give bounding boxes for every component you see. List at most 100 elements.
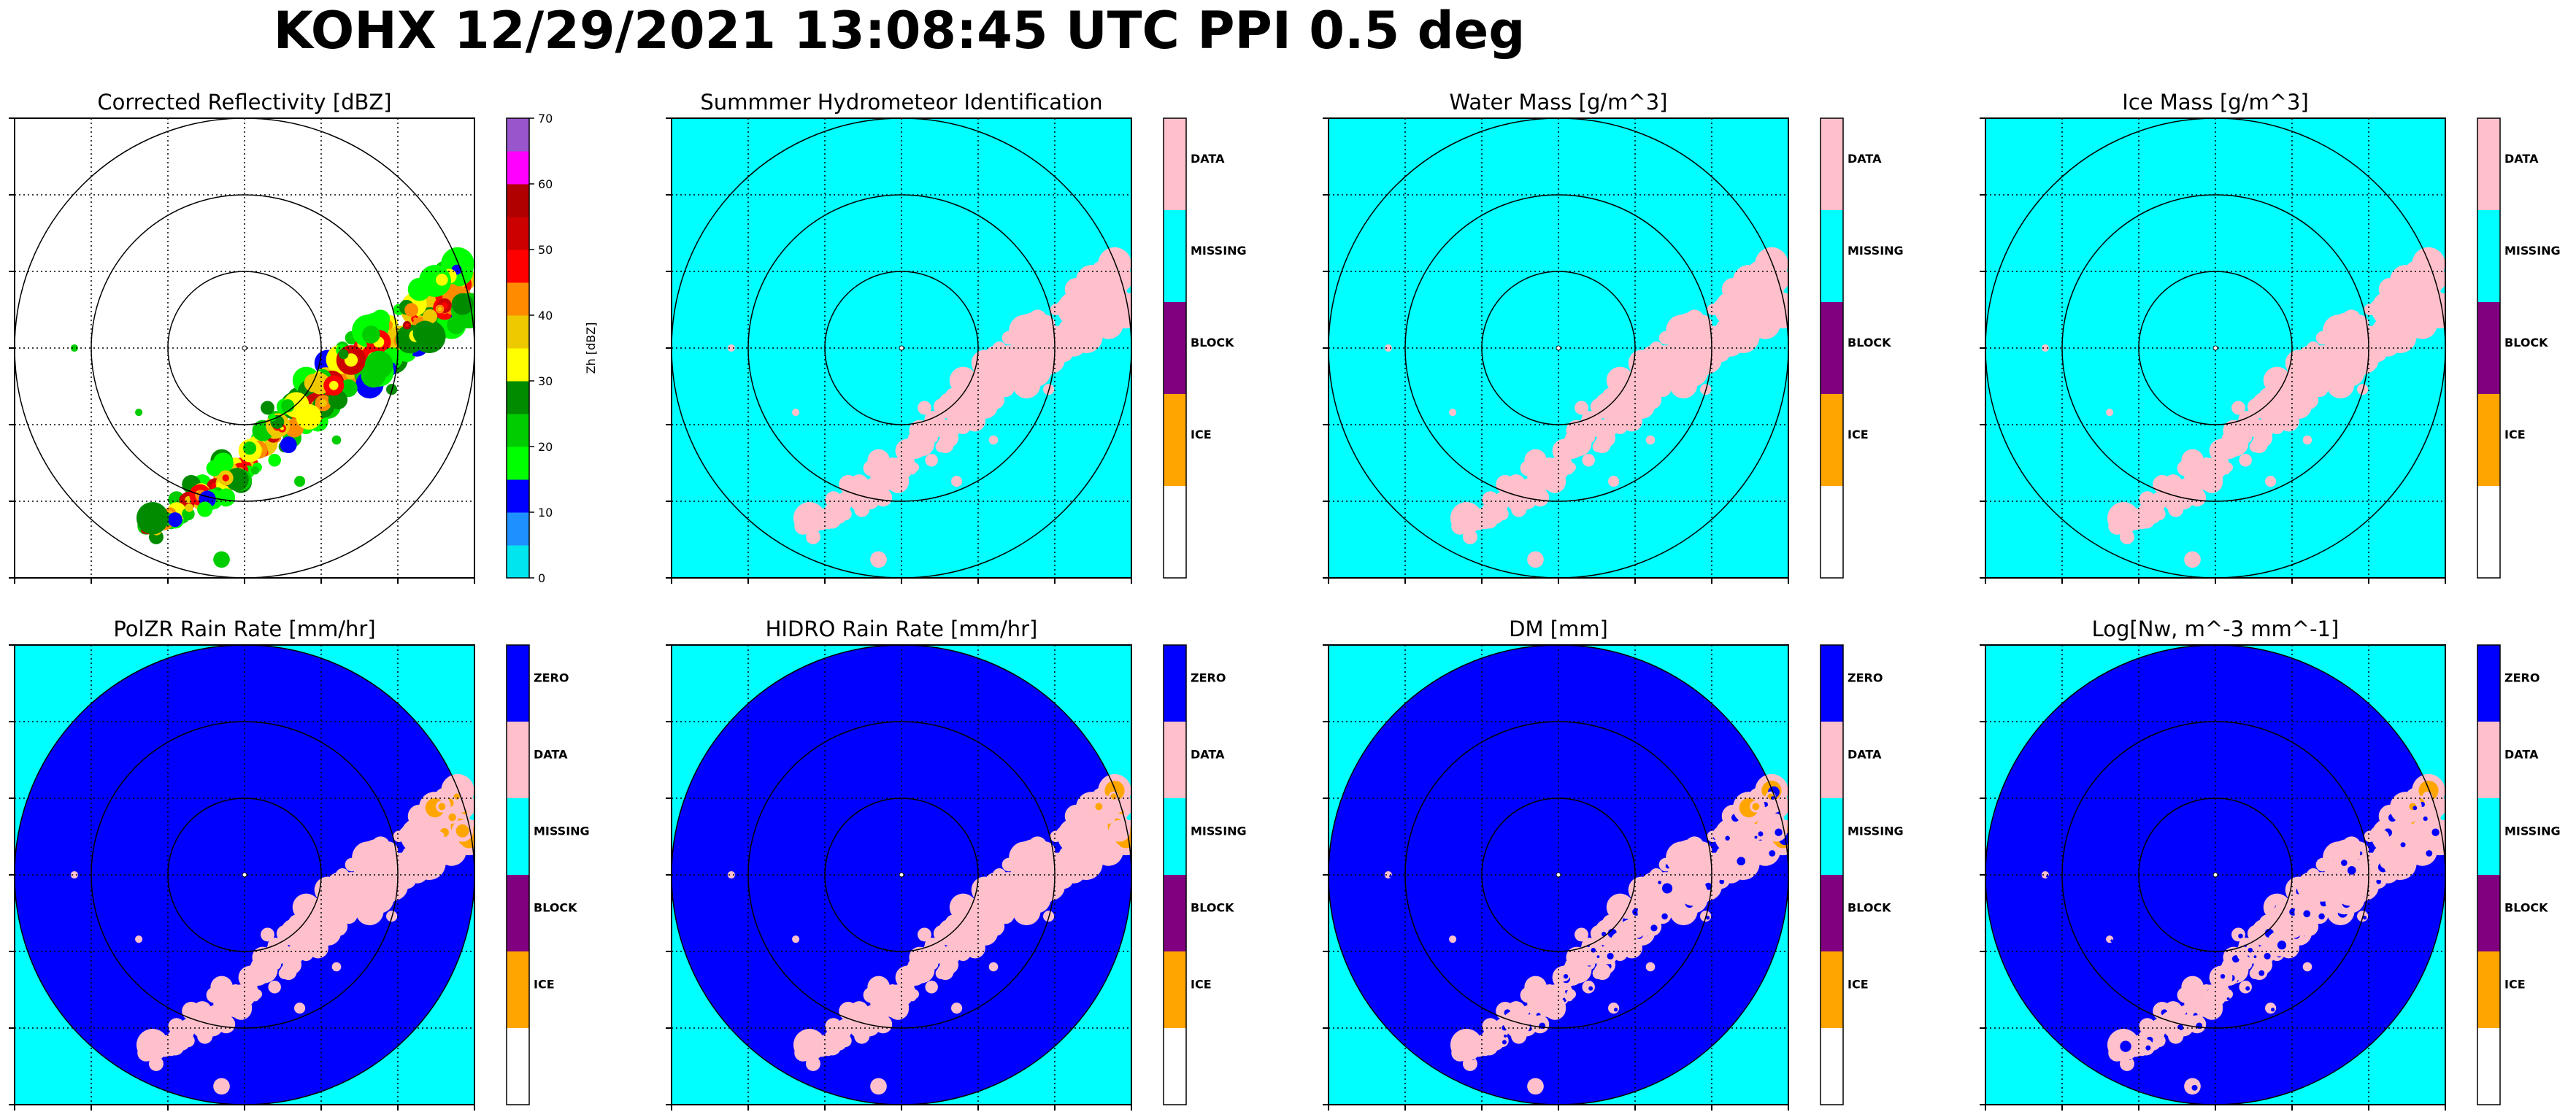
echo-blob bbox=[1080, 309, 1095, 324]
plot-area bbox=[15, 118, 474, 578]
echo-speckle bbox=[2264, 952, 2271, 960]
echo-speckle bbox=[1650, 924, 1658, 932]
colorbar-tick-label: 0 bbox=[538, 571, 545, 585]
colorbar-segment bbox=[1164, 1028, 1186, 1105]
colorbar-segment bbox=[507, 151, 529, 185]
echo-blob bbox=[899, 968, 914, 982]
colorbar-segment bbox=[1820, 486, 1843, 579]
echo-speckle bbox=[2110, 939, 2113, 942]
echo-blob bbox=[1526, 452, 1547, 474]
echo-blob bbox=[2138, 1039, 2153, 1054]
echo-blob bbox=[1676, 325, 1694, 344]
echo-blob bbox=[2383, 320, 2408, 345]
echo-blob bbox=[2418, 315, 2437, 335]
echo-blob bbox=[1678, 877, 1707, 906]
echo-speckle bbox=[1769, 850, 1776, 857]
echo-blob bbox=[1531, 997, 1547, 1013]
echo-blob bbox=[874, 470, 891, 486]
echo-core bbox=[222, 474, 229, 482]
echo-blob bbox=[269, 941, 277, 949]
echo-blob bbox=[323, 902, 345, 923]
echo-blob bbox=[1732, 265, 1765, 298]
colorbar-segment bbox=[1164, 645, 1186, 722]
echo-speckle bbox=[1737, 857, 1746, 866]
range-ring-2 bbox=[2061, 194, 2369, 502]
echo-blob bbox=[1481, 512, 1496, 528]
colorbar-category-label: ICE bbox=[1191, 978, 1212, 992]
echo-blob bbox=[824, 1039, 839, 1054]
echo-blob bbox=[250, 993, 260, 1002]
echo-core bbox=[449, 287, 455, 294]
colorbar-category-label: ICE bbox=[2504, 428, 2526, 441]
echo-blob bbox=[1583, 414, 1591, 422]
radar-site-marker bbox=[899, 872, 904, 878]
echo-speckle bbox=[2177, 1024, 2184, 1031]
echo-blob bbox=[1526, 979, 1547, 1000]
echo-blob bbox=[1069, 847, 1094, 872]
colorbar-category-label: MISSING bbox=[534, 824, 590, 838]
colorbar-category-label: MISSING bbox=[2504, 824, 2561, 838]
echo-blob bbox=[824, 512, 839, 528]
echo-blob bbox=[296, 403, 322, 430]
echo-blob bbox=[925, 981, 938, 994]
echo-blob bbox=[1075, 792, 1108, 824]
echo-blob bbox=[1652, 876, 1663, 887]
plot-area bbox=[15, 645, 474, 1105]
echo-core bbox=[405, 323, 410, 328]
echo-blob bbox=[2406, 304, 2415, 314]
echo-blob bbox=[2335, 350, 2364, 379]
colorbar-tick-label: 50 bbox=[538, 243, 553, 257]
echo-blob bbox=[937, 963, 954, 981]
echo-field bbox=[70, 247, 474, 568]
echo-blob bbox=[423, 835, 438, 851]
colorbar-tick-label: 40 bbox=[538, 309, 553, 323]
echo-speckle bbox=[1754, 835, 1758, 839]
range-ring-2 bbox=[2061, 721, 2369, 1029]
echo-blob bbox=[185, 1030, 194, 1039]
echo-blob bbox=[2375, 303, 2389, 317]
echo-blob bbox=[874, 488, 893, 507]
echo-blob bbox=[451, 293, 474, 315]
echo-blob bbox=[1737, 835, 1752, 851]
echo-blob bbox=[1637, 375, 1658, 396]
echo-blob bbox=[951, 1003, 963, 1014]
colorbar-segment bbox=[2477, 394, 2500, 487]
colorbar-frame bbox=[506, 117, 530, 579]
echo-blob bbox=[1676, 852, 1694, 870]
echo-speckle bbox=[2258, 970, 2265, 976]
echo-blob bbox=[197, 1028, 213, 1044]
echo-blob bbox=[1564, 466, 1574, 475]
echo-blob bbox=[727, 344, 735, 352]
colorbar-category-label: BLOCK bbox=[1848, 901, 1891, 915]
echo-blob bbox=[1595, 926, 1609, 940]
echo-blob bbox=[1511, 501, 1527, 517]
echo-blob bbox=[1716, 321, 1726, 330]
echo-blob bbox=[2373, 848, 2383, 857]
echo-blob bbox=[2168, 1028, 2184, 1044]
plot-area bbox=[1329, 645, 1788, 1105]
echo-speckle bbox=[2238, 933, 2243, 939]
echo-speckle bbox=[2046, 875, 2049, 878]
echo-blob bbox=[1481, 1039, 1496, 1054]
echo-blob bbox=[1556, 441, 1571, 455]
echo-blob bbox=[185, 503, 194, 512]
colorbar-tick-label: 10 bbox=[538, 506, 553, 520]
colorbar-segment bbox=[507, 512, 529, 546]
colorbar-segment bbox=[2477, 798, 2500, 876]
echo-field bbox=[727, 247, 1131, 568]
echo-blob bbox=[269, 414, 277, 422]
echo-blob bbox=[1511, 1028, 1527, 1044]
radar-site-marker bbox=[1556, 872, 1561, 878]
echo-blob bbox=[1765, 293, 1788, 315]
echo-blob bbox=[1075, 265, 1108, 298]
radar-site-marker bbox=[2212, 345, 2218, 351]
echo-blob bbox=[907, 993, 917, 1002]
echo-blob bbox=[447, 315, 466, 335]
echo-blob bbox=[869, 452, 891, 474]
colorbar-segment bbox=[507, 315, 529, 349]
echo-blob bbox=[2335, 877, 2364, 906]
echo-blob bbox=[331, 435, 342, 445]
colorbar: ZERO DATA MISSING BLOCK ICE bbox=[1820, 644, 1904, 1105]
echo-blob bbox=[1645, 435, 1656, 445]
echo-speckle bbox=[2341, 860, 2348, 866]
